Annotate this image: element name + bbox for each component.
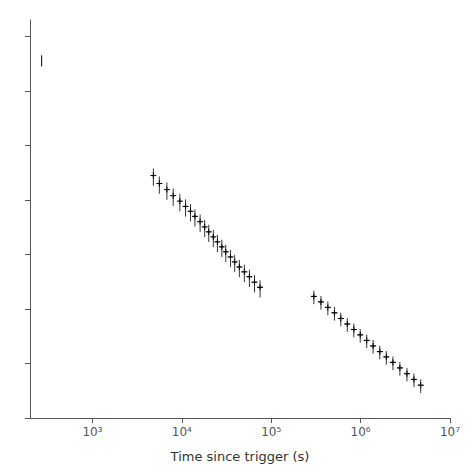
svg-text:10³: 10³ [82,425,102,439]
svg-text:Time since trigger (s): Time since trigger (s) [170,449,310,464]
svg-text:10⁴: 10⁴ [172,425,192,439]
svg-text:10⁵: 10⁵ [261,425,281,439]
svg-text:10⁷: 10⁷ [440,425,460,439]
svg-text:10⁶: 10⁶ [351,425,371,439]
